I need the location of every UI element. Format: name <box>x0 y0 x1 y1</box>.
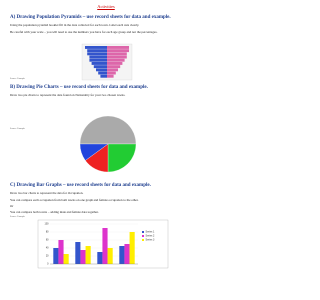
bar <box>80 250 86 264</box>
bar <box>107 248 113 264</box>
y-tick-label: 60 <box>46 239 49 242</box>
male-bar <box>93 65 107 69</box>
pie-slice <box>79 115 137 145</box>
male-bar <box>91 62 107 65</box>
y-tick-label: 0 <box>47 263 49 266</box>
paragraph: Using the population pyramid booklet fil… <box>10 23 140 27</box>
male-bar <box>89 55 107 59</box>
paragraph: Draw two bar charts to represent the dat… <box>10 191 84 195</box>
female-bar <box>107 55 127 59</box>
paragraph: You can compare each occupation from bot… <box>10 198 139 202</box>
heading: C) Drawing Bar Graphs – use record sheet… <box>10 183 151 188</box>
bar <box>129 232 135 264</box>
pie-slice <box>79 143 109 161</box>
page-title: Activities <box>97 4 115 9</box>
male-bar <box>96 68 107 72</box>
bar <box>63 254 69 264</box>
legend-swatch <box>142 235 144 237</box>
bar <box>53 248 59 264</box>
y-tick-label: 100 <box>45 223 50 226</box>
caption: Source: Example <box>10 216 26 218</box>
paragraph: Be careful with your scale – you will ne… <box>10 30 158 34</box>
male-bar <box>85 46 107 49</box>
y-tick-label: 80 <box>46 231 49 234</box>
y-tick-label: 20 <box>46 255 49 258</box>
legend-swatch <box>142 239 144 241</box>
male-bar <box>100 74 107 78</box>
legend-label: Series 2 <box>146 235 155 238</box>
pie-slice <box>107 143 137 173</box>
female-bar <box>107 62 123 65</box>
bar <box>119 246 125 264</box>
female-bar <box>107 46 129 49</box>
bar <box>124 244 130 264</box>
population-pyramid <box>81 43 133 81</box>
bar <box>97 252 103 264</box>
legend-swatch <box>142 231 144 233</box>
male-bar <box>98 71 107 75</box>
female-bar <box>107 49 129 53</box>
paragraph: You can compare both towns – adding male… <box>10 210 99 214</box>
y-tick-label: 40 <box>46 247 49 250</box>
heading: B) Drawing Pie Charts – use record sheet… <box>10 85 148 90</box>
heading: A) Drawing Population Pyramids – use rec… <box>10 15 171 20</box>
page: Activities A) Drawing Population Pyramid… <box>10 4 171 269</box>
female-bar <box>107 65 121 69</box>
female-bar <box>107 74 114 78</box>
female-bar <box>107 71 116 75</box>
bar <box>102 228 108 264</box>
male-bar <box>87 52 107 56</box>
bar <box>58 240 64 264</box>
legend-label: Series 1 <box>146 231 155 234</box>
legend-label: Series 3 <box>146 239 155 242</box>
caption: Source: Example <box>10 78 26 80</box>
paragraph: Or <box>10 204 14 208</box>
bar <box>75 242 81 264</box>
female-bar <box>107 58 125 62</box>
male-bar <box>87 49 107 53</box>
male-bar <box>89 58 107 62</box>
paragraph: Draw two pie charts to represent the dat… <box>10 93 126 97</box>
caption: Source: Example <box>10 128 26 130</box>
female-bar <box>107 52 127 56</box>
female-bar <box>107 68 118 72</box>
pie-chart <box>79 115 137 173</box>
bar <box>85 246 91 264</box>
